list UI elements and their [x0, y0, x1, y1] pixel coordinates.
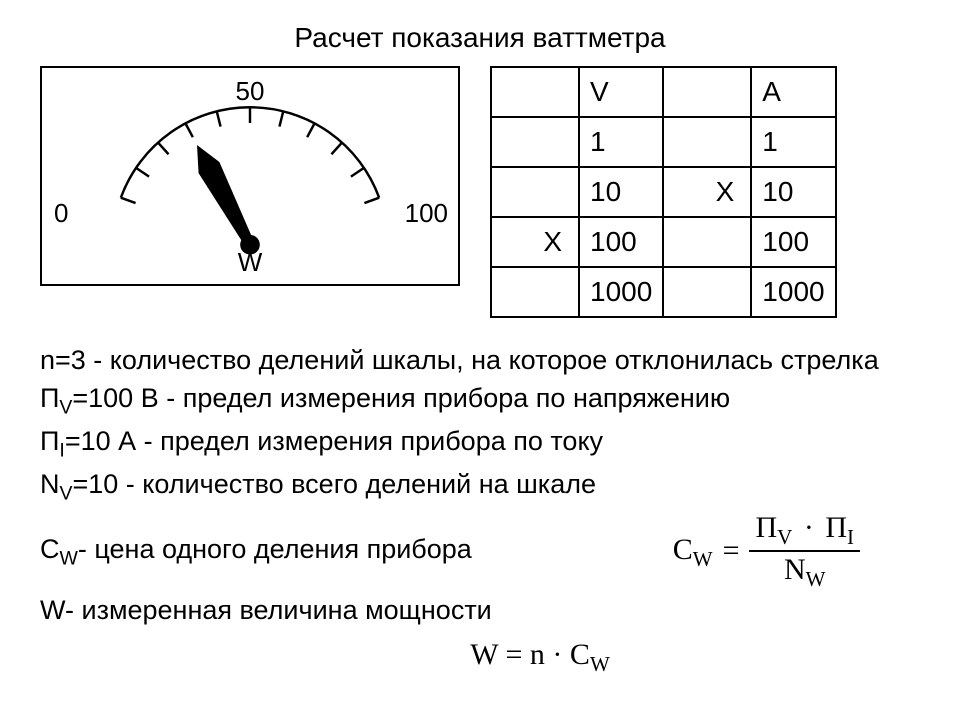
table-cell: 10	[579, 167, 663, 217]
table-cell: 100	[579, 217, 663, 267]
line-nv-rest: =10 - количество всего делений на шкале	[72, 469, 596, 499]
sym-V: V	[59, 397, 72, 419]
table-cell	[663, 267, 751, 317]
table-row: 11	[491, 117, 836, 167]
table-row: 1000 1000	[491, 267, 836, 317]
line-w: W- измеренная величина мощности	[40, 592, 920, 628]
table-row: VA	[491, 67, 836, 117]
top-row: 0 50 100 W VA1110X10X10010010001000	[40, 66, 920, 318]
table-cell	[491, 267, 579, 317]
gauge-label-mid: 50	[236, 76, 265, 107]
sym-P: П	[40, 383, 59, 413]
f1-num-a-sub: V	[777, 525, 792, 549]
table-cell: 10	[751, 167, 835, 217]
range-table: VA1110X10X10010010001000	[490, 66, 837, 318]
gauge-label-min: 0	[54, 198, 68, 229]
f1-den-main: N	[784, 553, 806, 586]
line-cw: CW- цена одного деления прибора	[40, 531, 472, 572]
f1-num-a: П	[755, 511, 777, 544]
definitions-block: n=3 - количество делений шкалы, на котор…	[40, 342, 920, 678]
gauge-label-max: 100	[405, 198, 448, 229]
line-cw-rest: - цена одного деления прибора	[78, 534, 472, 564]
formula-cw: CW = ПV · ПI NW	[673, 512, 860, 590]
f1-num-b: П	[825, 511, 847, 544]
table-cell: X	[663, 167, 751, 217]
line-pv: ПV=100 В - предел измерения прибора по н…	[40, 380, 920, 421]
formula-cw-lhs: CW	[673, 530, 713, 573]
table-cell	[491, 117, 579, 167]
f1-lhs-main: C	[673, 533, 693, 566]
table-cell: 100	[751, 217, 835, 267]
table-cell	[663, 217, 751, 267]
table-cell: 1000	[579, 267, 663, 317]
f1-num: ПV · ПI	[749, 512, 860, 548]
formula-w-wrap: W = n · CW	[40, 635, 920, 678]
table-cell: X	[491, 217, 579, 267]
f1-lhs-sub: W	[693, 547, 713, 571]
table-cell	[491, 67, 579, 117]
page-title: Расчет показания ваттметра	[40, 22, 920, 54]
table-cell	[663, 117, 751, 167]
line-pi: ПI=10 А - предел измерения прибора по то…	[40, 423, 920, 464]
formula-w: W = n · CW	[470, 635, 610, 678]
line-n: n=3 - количество делений шкалы, на котор…	[40, 342, 920, 378]
table-cell: 1000	[751, 267, 835, 317]
f1-num-b-sub: I	[847, 525, 854, 549]
sym-P2: П	[40, 426, 59, 456]
f1-eq: =	[723, 531, 740, 572]
wattmeter-gauge: 0 50 100 W	[40, 66, 460, 286]
sym-C: C	[40, 534, 60, 564]
line-pv-rest: =100 В - предел измерения прибора по нап…	[72, 383, 730, 413]
cw-row: CW- цена одного деления прибора CW = ПV …	[40, 512, 920, 590]
f1-den-sub: W	[806, 567, 826, 591]
line-pi-rest: =10 А - предел измерения прибора по току	[65, 426, 603, 456]
table-cell: 1	[751, 117, 835, 167]
table-row: 10X10	[491, 167, 836, 217]
f2-sub: W	[590, 652, 610, 676]
sym-W: W	[60, 547, 78, 569]
sym-V2: V	[60, 482, 73, 504]
table-row: X100100	[491, 217, 836, 267]
sym-N: N	[40, 469, 60, 499]
page-root: Расчет показания ваттметра 0 50 100 W VA…	[0, 0, 960, 720]
line-nv: NV=10 - количество всего делений на шкал…	[40, 466, 920, 507]
f1-den: NW	[778, 554, 832, 590]
table-cell: A	[751, 67, 835, 117]
gauge-unit-label: W	[238, 247, 263, 278]
table-cell	[663, 67, 751, 117]
table-cell: V	[579, 67, 663, 117]
f1-bar	[749, 550, 860, 552]
table-cell	[491, 167, 579, 217]
f2-text: W = n · C	[470, 638, 590, 671]
f1-frac: ПV · ПI NW	[749, 512, 860, 590]
table-cell: 1	[579, 117, 663, 167]
f1-dot: ·	[800, 511, 818, 544]
